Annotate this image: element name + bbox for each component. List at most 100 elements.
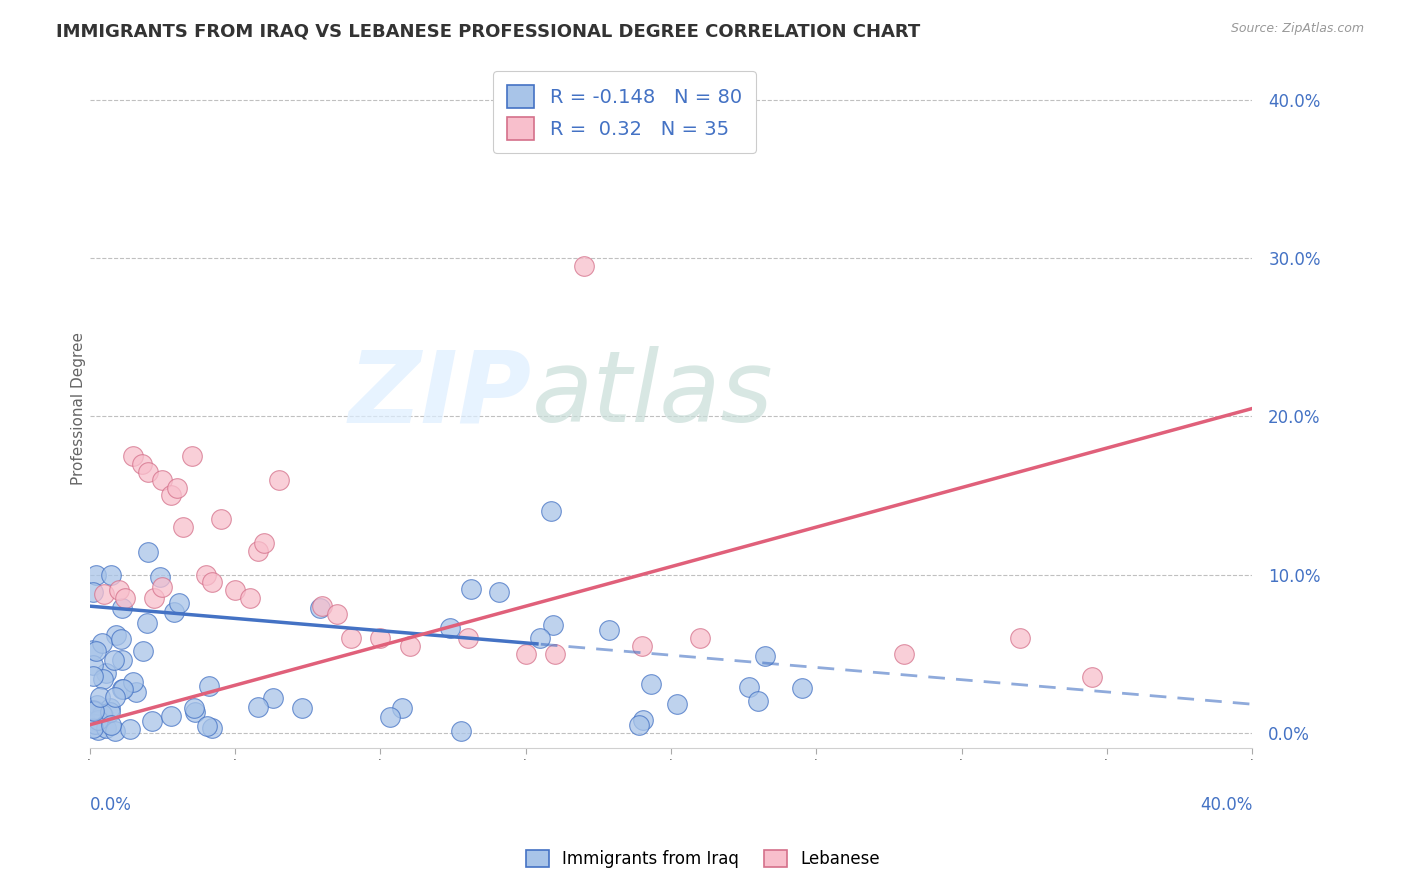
Point: [104, 724, 127, 739]
Point: [738, 681, 761, 695]
Point: [152, 473, 174, 487]
Point: [90, 636, 112, 650]
Point: [633, 713, 655, 727]
Point: [103, 653, 125, 667]
Point: [183, 701, 205, 715]
Point: [159, 709, 181, 723]
Text: 0.0%: 0.0%: [90, 796, 132, 814]
Point: [86, 714, 108, 728]
Point: [82, 584, 104, 599]
Point: [93, 586, 115, 600]
Point: [262, 691, 284, 706]
Point: [86, 644, 108, 658]
Point: [391, 701, 413, 715]
Point: [326, 607, 349, 621]
Point: [666, 697, 689, 711]
Point: [110, 632, 132, 647]
Point: [311, 599, 333, 614]
Point: [125, 685, 148, 699]
Point: [195, 567, 218, 582]
Point: [180, 449, 202, 463]
Point: [541, 618, 564, 632]
Point: [378, 710, 401, 724]
Point: [149, 570, 172, 584]
Point: [790, 681, 813, 696]
Point: [82, 722, 104, 736]
Point: [136, 615, 159, 630]
Point: [291, 701, 314, 715]
Point: [340, 631, 363, 645]
Point: [201, 721, 224, 735]
Text: Source: ZipAtlas.com: Source: ZipAtlas.com: [1230, 22, 1364, 36]
Point: [90, 707, 112, 722]
Point: [450, 724, 472, 739]
Point: [111, 601, 134, 615]
Point: [84, 717, 107, 731]
Point: [160, 488, 183, 502]
Text: ZIP: ZIP: [349, 346, 531, 443]
Point: [460, 582, 482, 597]
Point: [131, 457, 153, 471]
Point: [169, 596, 191, 610]
Point: [457, 631, 479, 645]
Point: [398, 639, 420, 653]
Point: [84, 567, 107, 582]
Point: [86, 704, 108, 718]
Point: [172, 520, 194, 534]
Point: [121, 675, 143, 690]
Point: [111, 681, 134, 696]
Point: [239, 591, 262, 606]
Point: [198, 680, 221, 694]
Point: [82, 643, 104, 657]
Point: [87, 723, 110, 738]
Point: [209, 512, 232, 526]
Point: [640, 676, 662, 690]
Legend: Immigrants from Iraq, Lebanese: Immigrants from Iraq, Lebanese: [519, 843, 887, 875]
Point: [544, 647, 567, 661]
Point: [136, 465, 159, 479]
Point: [162, 605, 184, 619]
Point: [540, 504, 562, 518]
Point: [142, 591, 165, 606]
Point: [515, 647, 537, 661]
Point: [572, 259, 595, 273]
Point: [370, 631, 392, 645]
Point: [439, 622, 461, 636]
Y-axis label: Professional Degree: Professional Degree: [72, 332, 86, 485]
Point: [267, 473, 290, 487]
Point: [132, 644, 155, 658]
Text: IMMIGRANTS FROM IRAQ VS LEBANESE PROFESSIONAL DEGREE CORRELATION CHART: IMMIGRANTS FROM IRAQ VS LEBANESE PROFESS…: [56, 22, 921, 40]
Point: [689, 631, 711, 645]
Point: [122, 449, 145, 463]
Point: [114, 591, 136, 606]
Point: [83, 704, 105, 718]
Text: 40.0%: 40.0%: [1199, 796, 1253, 814]
Point: [108, 583, 131, 598]
Point: [224, 583, 246, 598]
Point: [747, 694, 769, 708]
Legend: R = -0.148   N = 80, R =  0.32   N = 35: R = -0.148 N = 80, R = 0.32 N = 35: [494, 71, 755, 153]
Point: [1008, 631, 1031, 645]
Point: [529, 631, 551, 645]
Point: [84, 714, 107, 729]
Point: [96, 665, 118, 680]
Point: [893, 647, 915, 661]
Point: [166, 481, 188, 495]
Point: [91, 672, 114, 686]
Point: [628, 717, 651, 731]
Point: [253, 536, 276, 550]
Point: [598, 623, 620, 637]
Point: [631, 639, 654, 653]
Point: [91, 708, 114, 723]
Point: [100, 718, 122, 732]
Point: [184, 705, 207, 719]
Text: atlas: atlas: [531, 346, 773, 443]
Point: [98, 705, 121, 719]
Point: [104, 690, 127, 705]
Point: [138, 544, 160, 558]
Point: [82, 703, 104, 717]
Point: [98, 701, 121, 715]
Point: [100, 567, 122, 582]
Point: [201, 575, 224, 590]
Point: [247, 699, 270, 714]
